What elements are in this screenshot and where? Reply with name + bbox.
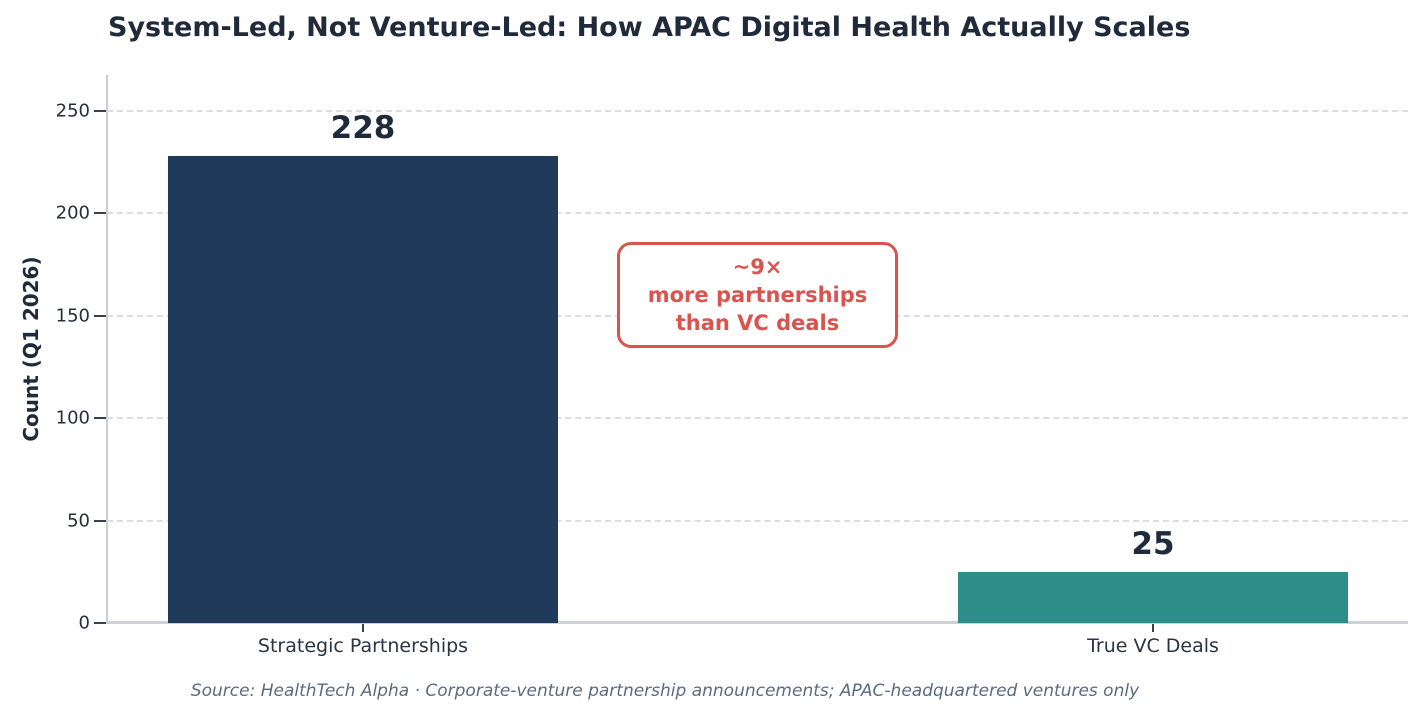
- y-tick-label: 150: [55, 305, 90, 327]
- x-axis-line: [106, 621, 1408, 624]
- bar-value-true-vc-deals: 25: [1131, 526, 1175, 562]
- y-tick-label: 100: [55, 407, 90, 429]
- annotation-line-1: ~9×: [732, 255, 783, 279]
- y-tick-mark: [94, 315, 106, 317]
- annotation-line-2: more partnerships: [647, 283, 868, 307]
- gridline: [107, 110, 1408, 112]
- gridline: [107, 520, 1408, 522]
- y-axis-spine: [106, 75, 108, 623]
- y-tick-label: 250: [55, 100, 90, 122]
- gridline: [107, 417, 1408, 419]
- annotation-box: ~9× more partnerships than VC deals: [617, 242, 898, 348]
- y-tick-mark: [94, 417, 106, 419]
- x-category-label-true-vc-deals: True VC Deals: [1087, 635, 1219, 657]
- y-tick-mark: [94, 622, 106, 624]
- chart-title: System-Led, Not Venture-Led: How APAC Di…: [108, 12, 1191, 43]
- x-tick-mark-strategic-partnerships: [362, 624, 364, 632]
- y-tick-mark: [94, 110, 106, 112]
- y-tick-label: 200: [55, 202, 90, 224]
- y-tick-mark: [94, 520, 106, 522]
- x-tick-mark-true-vc-deals: [1152, 624, 1154, 632]
- gridline: [107, 212, 1408, 214]
- bar-value-strategic-partnerships: 228: [330, 110, 396, 146]
- bar-true-vc-deals: [958, 572, 1348, 623]
- y-tick-label: 50: [67, 510, 90, 532]
- y-tick-mark: [94, 212, 106, 214]
- y-tick-label: 0: [78, 612, 90, 634]
- bar-strategic-partnerships: [168, 156, 558, 623]
- annotation-line-3: than VC deals: [675, 311, 840, 335]
- source-note: Source: HealthTech Alpha · Corporate-ven…: [190, 681, 1140, 701]
- x-category-label-strategic-partnerships: Strategic Partnerships: [257, 635, 469, 657]
